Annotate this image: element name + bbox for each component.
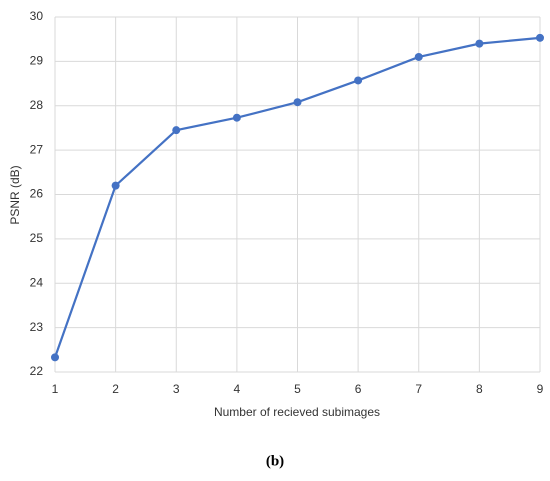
caption: (b): [266, 453, 284, 469]
y-tick-label: 26: [30, 187, 44, 201]
x-tick-label: 3: [173, 382, 180, 396]
y-tick-label: 29: [30, 54, 44, 68]
x-tick-label: 9: [537, 382, 544, 396]
x-tick-label: 5: [294, 382, 301, 396]
y-tick-label: 30: [30, 9, 44, 23]
data-point: [293, 98, 302, 107]
y-tick-label: 28: [30, 98, 44, 112]
data-point: [414, 52, 423, 61]
y-tick-label: 24: [30, 275, 44, 289]
x-tick-label: 8: [476, 382, 483, 396]
y-tick-label: 23: [30, 320, 44, 334]
y-tick-label: 27: [30, 142, 44, 156]
data-point: [172, 126, 181, 135]
data-point: [232, 113, 241, 122]
x-tick-label: 4: [234, 382, 241, 396]
y-tick-label: 22: [30, 364, 44, 378]
data-point: [536, 33, 544, 42]
y-axis-label: PSNR (dB): [8, 165, 22, 224]
y-tick-label: 25: [30, 231, 44, 245]
x-tick-label: 6: [355, 382, 362, 396]
data-point: [111, 181, 120, 190]
data-point: [475, 39, 484, 48]
x-tick-label: 7: [415, 382, 422, 396]
data-point: [354, 76, 363, 85]
x-tick-label: 1: [52, 382, 59, 396]
x-axis-label: Number of recieved subimages: [214, 405, 380, 419]
x-tick-label: 2: [112, 382, 119, 396]
data-point: [51, 353, 59, 362]
